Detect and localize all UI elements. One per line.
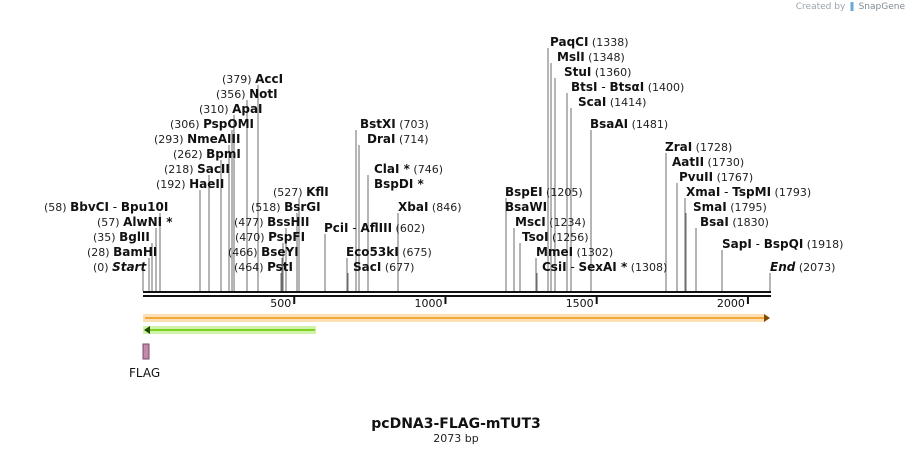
site-label-stui[interactable]: StuI (1360)	[564, 65, 631, 79]
site-label-bsrgi[interactable]: (518) BsrGI	[251, 200, 321, 214]
site-label-smai[interactable]: SmaI (1795)	[693, 200, 767, 214]
site-label-msli[interactable]: MslI (1348)	[557, 50, 625, 64]
site-label-bseyi[interactable]: (466) BseYI	[228, 245, 299, 259]
site-label-noti[interactable]: (356) NotI	[216, 87, 278, 101]
site-label-mmei[interactable]: MmeI (1302)	[536, 245, 613, 259]
orange-feature-arrow[interactable]	[143, 314, 770, 322]
site-label-bsawi[interactable]: BsaWI	[505, 200, 547, 214]
flag-feature-label: FLAG	[129, 366, 160, 380]
site-label-pspfi[interactable]: (470) PspFI	[235, 230, 305, 244]
site-label-bbvci[interactable]: (58) BbvCI - Bpu10I	[44, 200, 168, 214]
site-label-end[interactable]: End (2073)	[770, 260, 835, 274]
green-feature-arrow[interactable]	[143, 326, 316, 334]
backbone-top-line	[143, 291, 771, 293]
site-label-tsoi[interactable]: TsoI (1256)	[522, 230, 589, 244]
site-label-bglii[interactable]: (35) BglII	[93, 230, 150, 244]
site-label-bamhi[interactable]: (28) BamHI	[87, 245, 157, 259]
site-label-bsai[interactable]: BsaI (1830)	[700, 215, 769, 229]
site-label-bsaai[interactable]: BsaAI (1481)	[590, 117, 668, 131]
tick-label-1000: 1000	[414, 297, 442, 310]
credit-prefix: Created by	[795, 2, 846, 12]
site-label-bspdi[interactable]: BspDI *	[374, 177, 424, 191]
site-label-zrai[interactable]: ZraI (1728)	[665, 140, 732, 154]
site-labels: (0) Start(28) BamHI(35) BglII(57) AlwNI …	[44, 35, 843, 274]
site-label-acci[interactable]: (379) AccI	[222, 72, 283, 86]
site-label-sacii[interactable]: (218) SacII	[164, 162, 230, 176]
backbone-bottom-line	[143, 295, 771, 297]
site-label-pvuii[interactable]: PvuII (1767)	[679, 170, 753, 184]
site-label-start[interactable]: (0) Start	[93, 260, 147, 274]
site-label-xmai[interactable]: XmaI - TspMI (1793)	[686, 185, 811, 199]
tick-label-500: 500	[270, 297, 291, 310]
site-label-csii[interactable]: CsiI - SexAI * (1308)	[542, 260, 667, 274]
ruler-ticks: 500 1000 1500 2000	[270, 297, 749, 310]
site-label-sapi[interactable]: SapI - BspQI (1918)	[722, 237, 843, 251]
site-label-apai[interactable]: (310) ApaI	[199, 102, 263, 116]
map-length: 2073 bp	[433, 432, 478, 445]
tick-label-2000: 2000	[717, 297, 745, 310]
site-label-clai[interactable]: ClaI * (746)	[374, 162, 443, 176]
site-label-paqci[interactable]: PaqCI (1338)	[550, 35, 629, 49]
tick-label-1500: 1500	[566, 297, 594, 310]
site-label-scai[interactable]: ScaI (1414)	[578, 95, 646, 109]
site-label-saci[interactable]: SacI (677)	[353, 260, 414, 274]
site-label-nmeaiii[interactable]: (293) NmeAIII	[154, 132, 240, 146]
site-label-pspomi[interactable]: (306) PspOMI	[170, 117, 254, 131]
site-label-kfli[interactable]: (527) KflI	[273, 185, 329, 199]
site-label-eco53ki[interactable]: Eco53kI (675)	[346, 245, 432, 259]
site-label-psti[interactable]: (464) PstI	[234, 260, 293, 274]
site-label-drai[interactable]: DraI (714)	[367, 132, 429, 146]
snapgene-credit: Created by ❚ SnapGene	[796, 2, 905, 12]
map-title: pcDNA3-FLAG-mTUT3	[371, 416, 540, 432]
site-label-xbai[interactable]: XbaI (846)	[398, 200, 461, 214]
site-label-pcii[interactable]: PciI - AflIII (602)	[324, 221, 425, 235]
flag-feature-box[interactable]	[142, 343, 150, 360]
site-label-bspei[interactable]: BspEI (1205)	[505, 185, 583, 199]
site-label-msci[interactable]: MscI (1234)	[515, 215, 586, 229]
site-label-bsshii[interactable]: (477) BssHII	[234, 215, 309, 229]
site-label-haeii[interactable]: (192) HaeII	[156, 177, 224, 191]
site-label-bstxi[interactable]: BstXI (703)	[360, 117, 429, 131]
snapgene-logo-icon: ❚	[848, 2, 856, 12]
site-leader-lines	[142, 48, 771, 291]
site-label-bpmi[interactable]: (262) BpmI	[173, 147, 241, 161]
site-label-aatii[interactable]: AatII (1730)	[672, 155, 744, 169]
credit-brand: SnapGene	[858, 2, 905, 12]
site-label-btsi[interactable]: BtsI - BtsαI (1400)	[571, 80, 684, 94]
site-label-alwni[interactable]: (57) AlwNI *	[97, 215, 173, 229]
